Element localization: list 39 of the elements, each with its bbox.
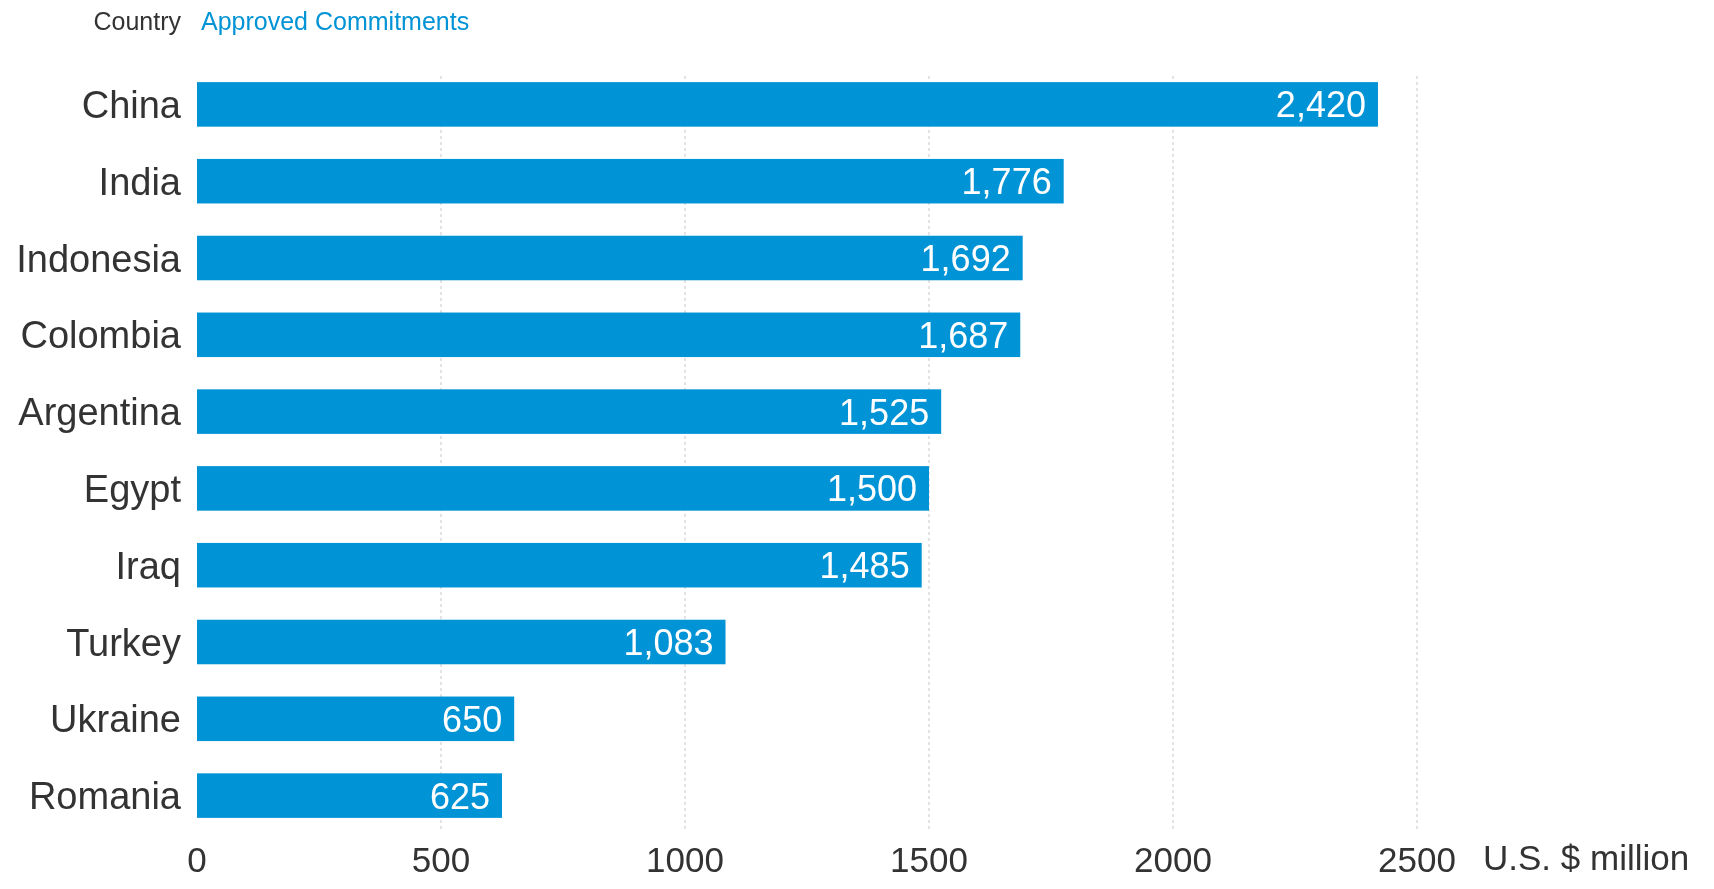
bar bbox=[197, 466, 929, 511]
bar bbox=[197, 158, 1064, 204]
x-tick-label: 1500 bbox=[890, 840, 968, 879]
y-tick-label: Turkey bbox=[66, 621, 181, 664]
y-tick-label: Egypt bbox=[83, 468, 182, 511]
data-label: 1,500 bbox=[826, 468, 917, 510]
x-tick-label: 2000 bbox=[1134, 840, 1212, 879]
y-tick-label: Iraq bbox=[115, 544, 181, 587]
data-label: 1,485 bbox=[819, 545, 910, 587]
y-axis-title: Country bbox=[93, 7, 182, 35]
data-label: 625 bbox=[429, 775, 490, 817]
y-tick-label: Indonesia bbox=[16, 237, 182, 280]
data-label: 1,083 bbox=[623, 621, 714, 663]
series-label: Approved Commitments bbox=[201, 7, 470, 35]
bar bbox=[197, 696, 515, 742]
data-label: 2,420 bbox=[1275, 84, 1366, 126]
bar bbox=[197, 542, 922, 588]
y-tick-label: Argentina bbox=[18, 391, 182, 434]
bar bbox=[197, 389, 942, 434]
x-tick-label: 0 bbox=[187, 840, 207, 879]
bar bbox=[197, 773, 502, 818]
x-tick-label: 500 bbox=[411, 840, 471, 879]
y-tick-label: China bbox=[81, 84, 182, 127]
data-label: 1,525 bbox=[839, 391, 930, 433]
bar bbox=[197, 235, 1023, 281]
y-tick-label: Ukraine bbox=[50, 698, 181, 741]
x-tick-label: 1000 bbox=[646, 840, 724, 879]
data-label: 1,776 bbox=[961, 161, 1052, 203]
x-axis-title: U.S. $ million bbox=[1483, 838, 1690, 877]
y-tick-label: Romania bbox=[28, 775, 182, 818]
data-label: 1,687 bbox=[918, 314, 1009, 356]
bar bbox=[197, 312, 1021, 358]
data-label: 1,692 bbox=[920, 237, 1011, 279]
y-tick-label: Colombia bbox=[20, 314, 182, 357]
data-label: 650 bbox=[442, 698, 503, 740]
bar bbox=[197, 82, 1378, 127]
bar bbox=[197, 619, 726, 665]
x-tick-label: 2500 bbox=[1378, 840, 1456, 879]
y-tick-label: India bbox=[98, 160, 182, 203]
